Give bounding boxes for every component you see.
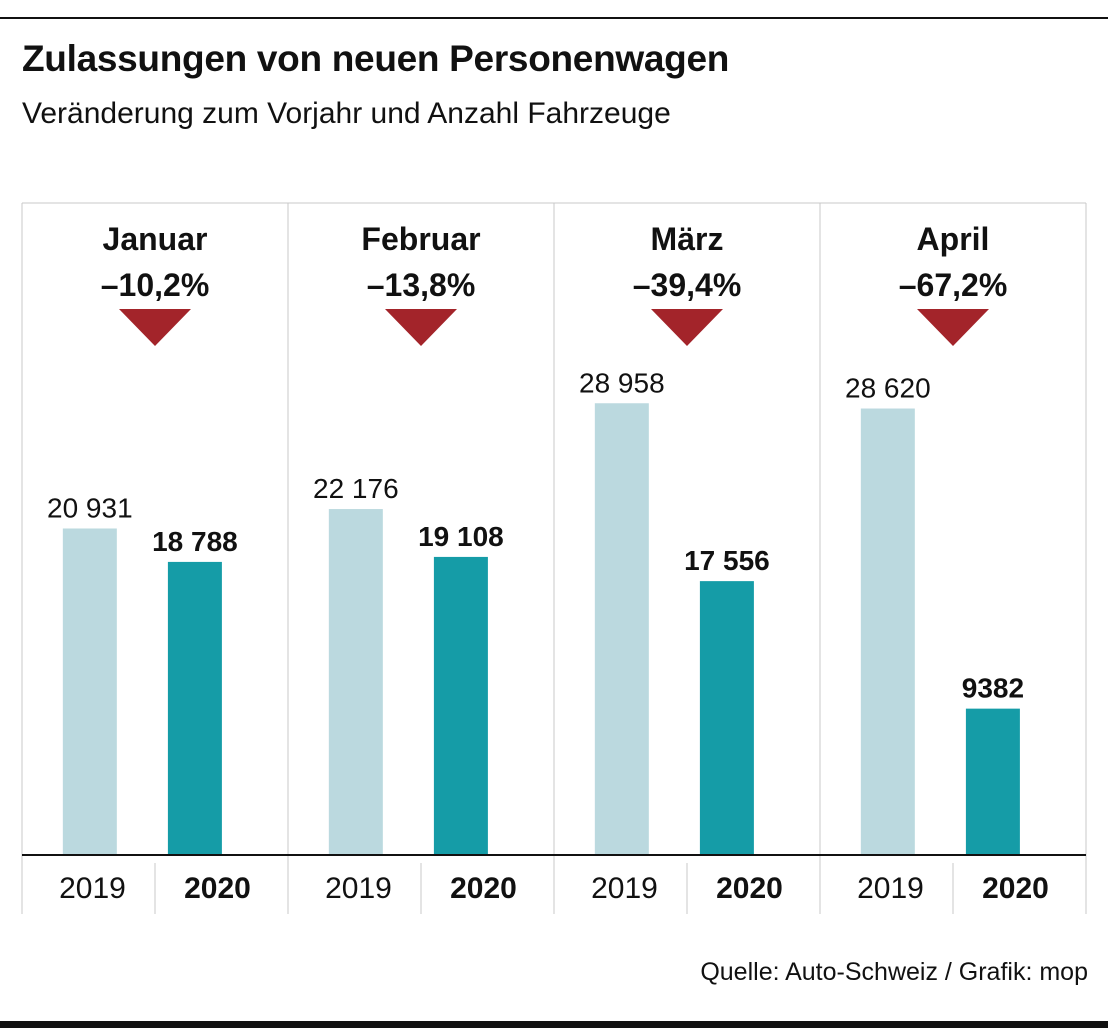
- change-label: –67,2%: [899, 267, 1008, 303]
- value-label-2020: 17 556: [684, 545, 770, 576]
- year-label-2020: 2020: [450, 872, 517, 905]
- year-label-2020: 2020: [716, 872, 783, 905]
- chart-subtitle: Veränderung zum Vorjahr und Anzahl Fahrz…: [22, 97, 671, 130]
- value-label-2020: 9382: [962, 673, 1024, 704]
- bar-2019: [62, 528, 117, 855]
- change-label: –39,4%: [633, 267, 742, 303]
- year-label-2020: 2020: [982, 872, 1049, 905]
- bar-2019: [328, 509, 383, 855]
- bar-chart: Januar –10,2% 20 931 18 788 2019 2020 Februar –…: [21, 202, 1087, 914]
- chart-title: Zulassungen von neuen Personenwagen: [22, 38, 730, 79]
- year-label-2019: 2019: [591, 872, 658, 905]
- month-label: Januar: [103, 221, 208, 257]
- top-rule: [0, 17, 1108, 19]
- year-label-2019: 2019: [325, 872, 392, 905]
- value-label-2019: 20 931: [47, 492, 133, 523]
- down-arrow-icon: [119, 309, 191, 346]
- bar-2020: [167, 561, 222, 855]
- value-label-2019: 22 176: [313, 473, 399, 504]
- month-label: April: [917, 221, 990, 257]
- bar-2020: [433, 556, 488, 855]
- change-label: –10,2%: [101, 267, 210, 303]
- year-label-2019: 2019: [59, 872, 126, 905]
- bar-2019: [594, 403, 649, 855]
- month-label: Februar: [361, 221, 480, 257]
- value-label-2020: 18 788: [152, 526, 238, 557]
- down-arrow-icon: [385, 309, 457, 346]
- value-label-2019: 28 620: [845, 373, 931, 404]
- down-arrow-icon: [651, 309, 723, 346]
- value-label-2019: 28 958: [579, 367, 665, 398]
- year-label-2020: 2020: [184, 872, 251, 905]
- down-arrow-icon: [917, 309, 989, 346]
- bar-2020: [965, 708, 1020, 855]
- source-note: Quelle: Auto-Schweiz / Grafik: mop: [700, 958, 1088, 986]
- bar-2019: [860, 408, 915, 855]
- bar-2020: [699, 581, 754, 855]
- value-label-2020: 19 108: [418, 521, 504, 552]
- year-label-2019: 2019: [857, 872, 924, 905]
- bottom-rule: [0, 1021, 1108, 1028]
- change-label: –13,8%: [367, 267, 476, 303]
- month-label: März: [651, 221, 724, 257]
